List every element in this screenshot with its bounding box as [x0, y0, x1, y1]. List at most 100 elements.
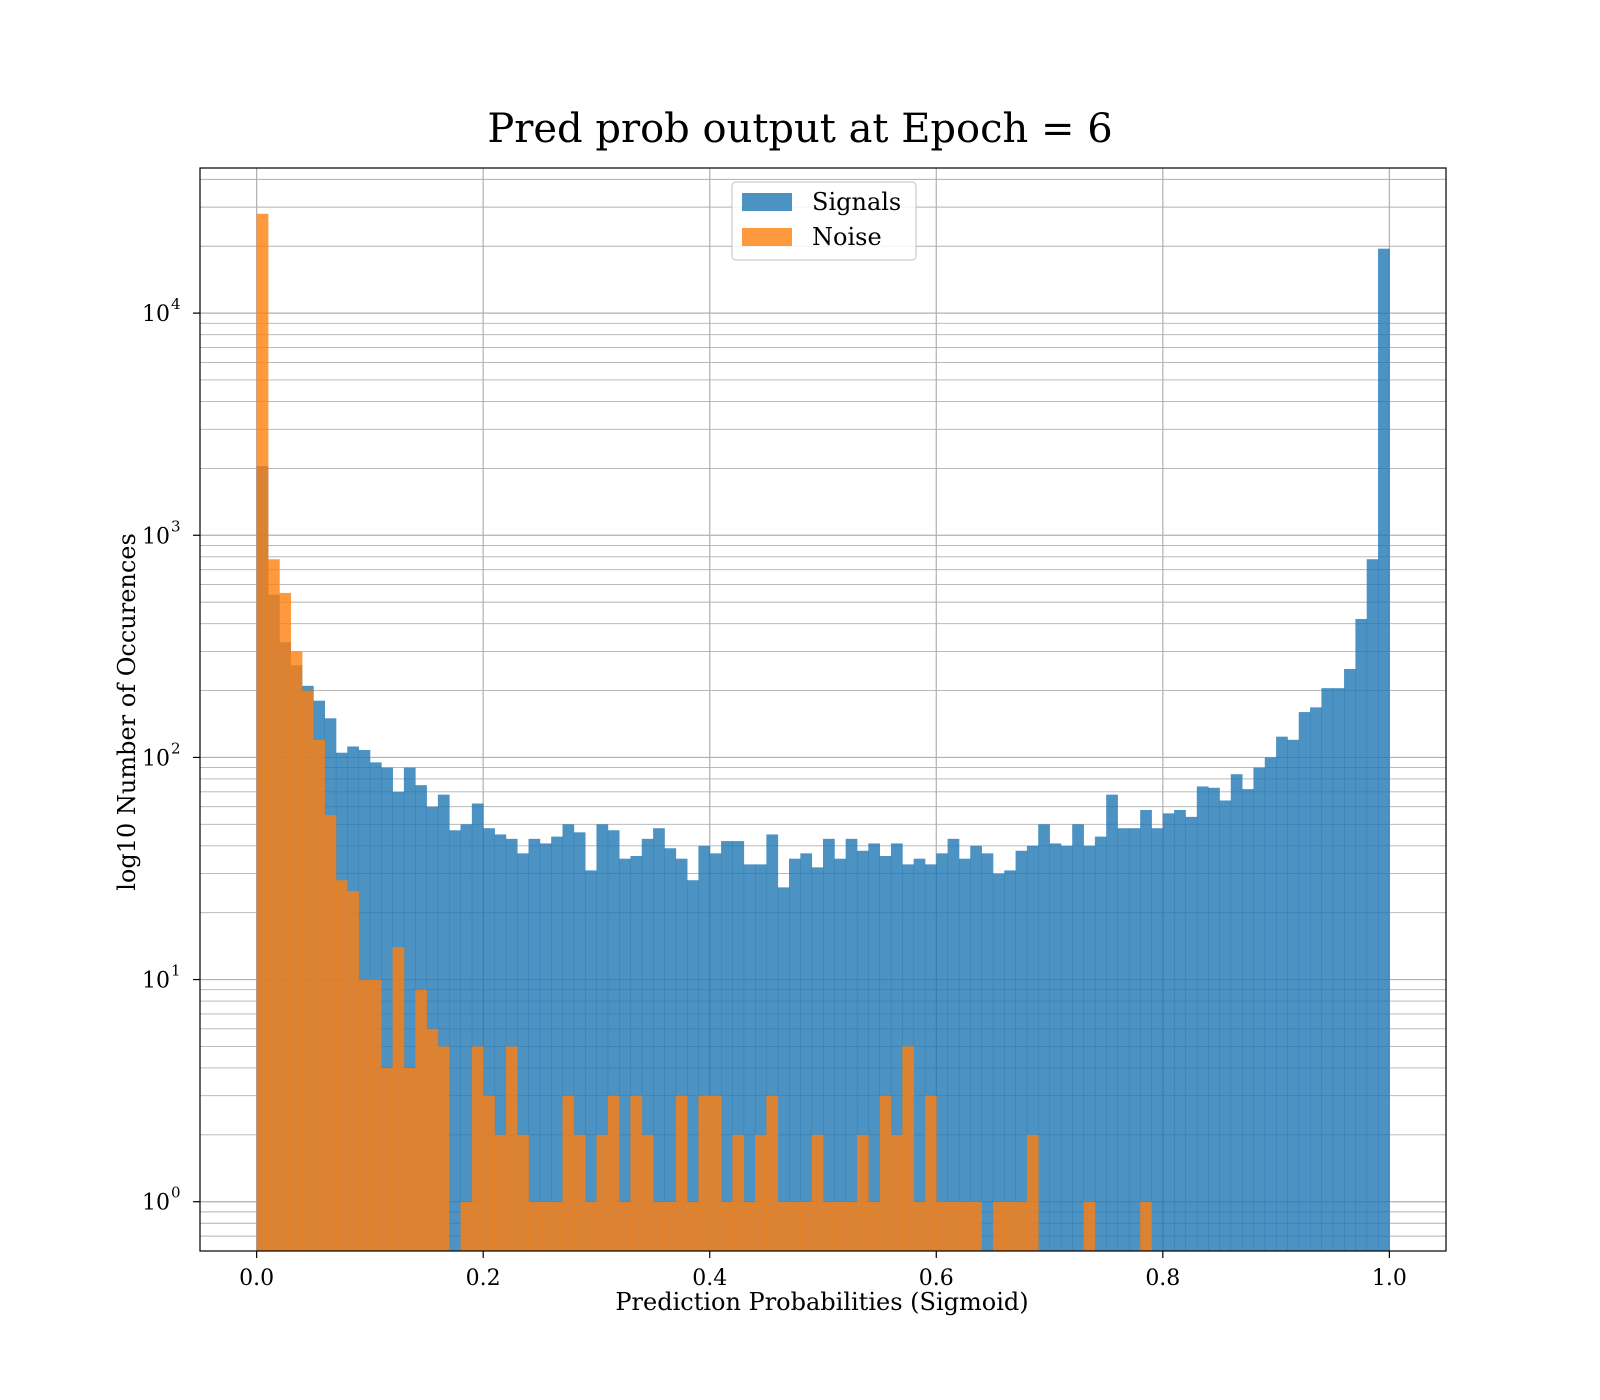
- noise-bar: [630, 1095, 643, 1251]
- noise-bar: [1026, 1134, 1039, 1251]
- noise-bar: [471, 1046, 484, 1251]
- x-tick-label: 0.8: [1145, 1266, 1180, 1291]
- x-axis-ticks: 0.0 0.2 0.4 0.6 0.8 1.0: [239, 1251, 1407, 1291]
- noise-bars: [256, 213, 1152, 1251]
- signals-bar: [1140, 809, 1152, 1251]
- signals-bar: [811, 867, 824, 1251]
- noise-bar: [585, 1201, 597, 1251]
- signals-bar: [970, 845, 982, 1251]
- signals-bar: [1049, 843, 1062, 1251]
- signals-bar: [868, 843, 881, 1251]
- signals-bar: [936, 853, 948, 1251]
- noise-bar: [698, 1095, 711, 1251]
- noise-bar: [845, 1201, 858, 1251]
- y-tick-exponent: 4: [171, 295, 181, 313]
- plot-frame: [199, 167, 1447, 1252]
- signals-bar: [505, 838, 518, 1251]
- y-tick-exponent: 2: [171, 739, 181, 757]
- signals-bar: [1366, 559, 1379, 1251]
- noise-bar: [381, 1067, 393, 1251]
- noise-bar: [392, 947, 405, 1251]
- signals-bar: [403, 767, 416, 1251]
- y-tick-exponent: 1: [171, 962, 181, 980]
- y-tick-label: 10: [142, 524, 170, 549]
- noise-bar: [890, 1134, 903, 1251]
- y-axis-label: log10 Number of Occurences: [113, 533, 141, 891]
- signals-bar: [1094, 836, 1107, 1251]
- signals-bar: [1378, 248, 1390, 1251]
- y-tick-label: 10: [142, 969, 170, 994]
- signals-bar: [1287, 739, 1300, 1251]
- noise-bar: [494, 1134, 507, 1251]
- x-tick-label: 0.0: [239, 1266, 274, 1291]
- signals-bar: [1298, 712, 1311, 1251]
- signals-bar: [528, 838, 541, 1251]
- noise-bar: [460, 1201, 473, 1251]
- signals-bar: [653, 828, 665, 1251]
- signals-bar: [1264, 757, 1277, 1251]
- noise-bar: [562, 1095, 575, 1251]
- noise-bar: [426, 1028, 439, 1251]
- y-tick-exponent: 3: [171, 517, 181, 535]
- signals-bar: [1253, 767, 1266, 1251]
- noise-bar: [789, 1201, 801, 1251]
- plot-area: [199, 167, 1447, 1252]
- signals-bar: [1276, 736, 1288, 1251]
- noise-bar: [913, 1201, 926, 1251]
- signals-bar: [1117, 828, 1130, 1251]
- signals-bar: [494, 834, 507, 1251]
- noise-bar: [834, 1201, 847, 1251]
- noise-bar: [902, 1046, 915, 1251]
- signals-bar: [539, 843, 552, 1251]
- y-tick-label: 10: [142, 302, 170, 327]
- signals-bar: [460, 824, 473, 1251]
- signals-bar: [834, 858, 847, 1251]
- signals-bar: [630, 855, 643, 1251]
- y-tick-exponent: 0: [171, 1184, 181, 1202]
- signals-bar: [845, 838, 858, 1251]
- noise-bar: [551, 1201, 563, 1251]
- noise-bar: [324, 815, 337, 1251]
- noise-bar: [924, 1095, 937, 1251]
- signals-bar: [1015, 850, 1028, 1251]
- signals-bar: [890, 843, 903, 1251]
- signals-bar: [1083, 845, 1096, 1251]
- noise-bar: [958, 1201, 971, 1251]
- signals-bar: [924, 864, 937, 1251]
- noise-bar: [267, 559, 280, 1251]
- noise-bar: [879, 1095, 892, 1251]
- signals-bar: [1208, 787, 1220, 1251]
- noise-bar: [936, 1201, 948, 1251]
- legend-swatch-signals: [742, 193, 792, 211]
- noise-bar: [1015, 1201, 1028, 1251]
- noise-bar: [777, 1201, 790, 1251]
- x-tick-label: 0.2: [466, 1266, 501, 1291]
- noise-bar: [301, 690, 314, 1251]
- noise-bar: [437, 1046, 450, 1251]
- signals-bar: [1004, 870, 1016, 1251]
- noise-bar: [335, 880, 348, 1251]
- noise-bar: [823, 1201, 835, 1251]
- noise-bar: [687, 1201, 699, 1251]
- noise-bar: [947, 1201, 960, 1251]
- signals-bar: [743, 864, 756, 1251]
- noise-bar: [766, 1095, 779, 1251]
- noise-bar: [607, 1095, 620, 1251]
- noise-bar: [743, 1201, 756, 1251]
- noise-bar: [619, 1201, 631, 1251]
- signals-bar: [1162, 813, 1175, 1251]
- signals-bar: [426, 806, 439, 1251]
- signals-bar: [698, 845, 711, 1251]
- signals-bar: [981, 853, 994, 1251]
- y-tick-label: 10: [142, 1191, 170, 1216]
- noise-bar: [664, 1201, 677, 1251]
- signals-bar: [1230, 774, 1243, 1251]
- signals-bar: [1344, 669, 1356, 1251]
- legend-label-noise: Noise: [812, 223, 882, 251]
- noise-bar: [653, 1201, 665, 1251]
- signals-bar: [449, 830, 461, 1251]
- noise-bar: [347, 891, 359, 1251]
- noise-bar: [256, 213, 269, 1251]
- x-tick-label: 1.0: [1372, 1266, 1407, 1291]
- signals-bar: [483, 828, 495, 1251]
